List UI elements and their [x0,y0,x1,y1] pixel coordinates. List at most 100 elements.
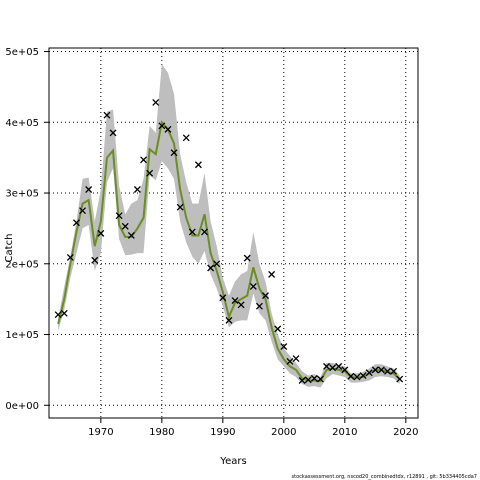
observed-mark-stroke [97,229,105,237]
observed-mark-stroke [115,212,123,220]
observed-catch-point [353,373,361,381]
y-tick-label: 4e+05 [5,118,39,129]
observed-catch-point [268,270,276,278]
observed-catch-point [341,366,349,374]
observed-catch-point [255,302,263,310]
observed-catch-point [237,301,245,309]
observed-catch-point [152,99,160,106]
observed-catch-point [262,292,269,300]
observed-mark-stroke [194,161,202,169]
observed-mark-stroke [286,357,294,365]
observed-catch-point [280,343,288,351]
grid-lines [49,48,418,418]
observed-mark-stroke [304,376,312,384]
observed-mark-stroke [213,260,221,268]
observed-mark-stroke [292,355,300,363]
x-tick-label: 2000 [271,427,296,438]
observed-catch-point [298,377,306,384]
observed-mark-stroke [152,99,160,106]
observed-mark-stroke [335,362,343,370]
observed-catch-point [194,161,202,169]
y-tick-label: 0e+00 [5,401,39,412]
observed-catch-point [170,149,178,157]
observed-mark-stroke [316,375,324,383]
observed-mark-stroke [231,297,239,305]
x-tick-label: 1970 [88,427,113,438]
observed-mark-stroke [329,364,337,372]
observed-catch-point [188,228,196,236]
observed-mark-stroke [323,362,330,370]
observed-catch-point [365,369,373,377]
observed-catch-point [103,111,111,119]
observed-catch-point [176,203,184,211]
observed-catch-point [316,375,324,383]
observed-catch-point [109,129,117,137]
observed-mark-stroke [384,367,391,375]
y-tick-label: 1e+05 [5,330,39,341]
observed-catch-point [359,372,367,380]
x-axis-title: Years [219,456,246,467]
y-tick-label: 2e+05 [5,259,39,270]
observed-catch-point [249,282,257,290]
observed-mark-stroke [133,186,141,193]
x-tick-label: 1990 [210,427,235,438]
observed-catch-point [201,228,208,236]
observed-catch-point [164,125,172,133]
observed-mark-stroke [140,156,147,164]
observed-mark-stroke [268,270,276,278]
x-tick-label: 1980 [149,427,174,438]
observed-mark-stroke [79,207,87,215]
observed-mark-stroke [121,222,129,230]
observed-catch-point [243,254,251,262]
observed-catch-point [54,311,62,319]
observed-catch-point [377,366,385,374]
observed-mark-stroke [127,232,135,239]
observed-catch-point [91,256,99,264]
observed-mark-stroke [66,253,74,261]
observed-mark-stroke [219,294,227,302]
observed-catch-point [292,355,300,363]
observed-catch-point [66,253,74,261]
footer-note: stockassessment.org, nscod20_combinedtdx… [292,474,477,480]
observed-mark-stroke [91,256,99,264]
observed-mark-stroke [188,228,196,236]
y-tick-label: 3e+05 [5,189,39,200]
observed-catch-point [384,367,391,375]
observed-catch-point [304,376,312,384]
observed-catch-point [286,357,294,365]
observed-mark-stroke [54,311,62,319]
x-tick-label: 2010 [332,427,357,438]
observed-catch-point [146,169,154,177]
observed-catch-point [60,309,68,317]
observed-mark-stroke [109,129,117,137]
observed-mark-stroke [72,219,80,227]
observed-catch-point [85,186,93,193]
observed-mark-stroke [60,309,68,317]
observed-catch-point [396,375,404,383]
observed-catch-point [213,260,221,268]
observed-mark-stroke [390,367,398,375]
observed-mark-stroke [225,316,233,324]
observed-catch-point [274,325,282,333]
observed-mark-stroke [249,282,257,290]
observed-mark-stroke [353,373,361,381]
observed-catch-point [323,362,330,370]
observed-catch-point [127,232,135,239]
observed-catch-point [310,374,318,382]
observed-catch-point [329,364,337,372]
y-tick-label: 5e+05 [5,47,39,58]
observed-catch-point [97,229,105,237]
observed-catch-point [371,366,379,374]
estimate-line-layer [57,120,401,383]
observed-mark-stroke [201,228,208,236]
observed-mark-stroke [85,186,93,193]
observed-mark-stroke [377,366,385,374]
observed-mark-stroke [298,377,306,384]
observed-catch-point [390,367,398,375]
observed-catch-point [335,362,343,370]
x-tick-label: 2020 [393,427,418,438]
observed-mark-stroke [103,111,111,119]
observed-mark-stroke [146,169,154,177]
plot-frame [48,47,419,419]
observed-mark-stroke [182,134,190,142]
